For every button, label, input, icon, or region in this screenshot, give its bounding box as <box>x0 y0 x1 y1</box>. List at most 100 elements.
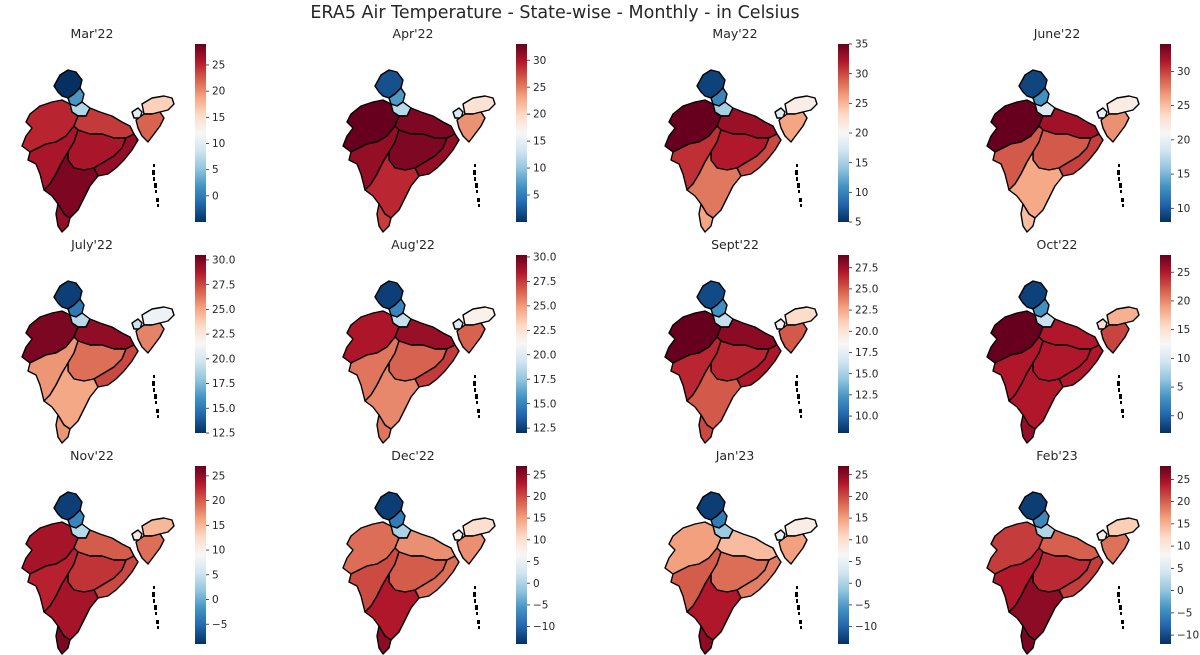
colorbar-tick-label: 30 <box>855 68 868 80</box>
colorbar-tick-label: 10 <box>1177 203 1190 215</box>
colorbar-tick-label: 15.0 <box>855 368 878 380</box>
state-region-tip <box>376 414 392 444</box>
state-region-east <box>414 555 460 599</box>
colorbar-tick-label: 20 <box>533 491 546 503</box>
island-mark <box>796 164 798 167</box>
island-mark <box>1118 586 1120 589</box>
island-mark <box>795 381 798 386</box>
state-region-tip <box>698 414 714 444</box>
island-mark <box>153 388 155 392</box>
state-region-east <box>414 344 460 388</box>
india-map <box>664 280 818 444</box>
state-region-northeast_lower <box>456 111 486 143</box>
state-region-sikkim <box>774 107 786 119</box>
state-region-sikkim <box>131 529 143 541</box>
colorbar-tick-label: 27.5 <box>533 276 556 288</box>
india-map <box>21 69 175 233</box>
colorbar-tick-label: 25 <box>1177 100 1190 112</box>
colorbar-tick-label: 5 <box>212 164 219 176</box>
colorbar-tick-label: 30 <box>533 55 546 67</box>
island-mark <box>1118 599 1120 603</box>
panel-title: Jan'23 <box>715 448 755 463</box>
colorbar-tick-label: 20 <box>1177 134 1190 146</box>
state-region-northeast_upper <box>141 517 175 537</box>
island-mark <box>800 415 802 418</box>
figure-title: ERA5 Air Temperature - State-wise - Mont… <box>310 3 800 23</box>
island-mark <box>796 388 798 392</box>
colorbar-tick-label: 10.0 <box>855 411 878 423</box>
colorbar-tick-label: 20 <box>212 86 225 98</box>
colorbar-tick-label: 10 <box>855 187 868 199</box>
island-mark <box>1121 198 1124 202</box>
island-mark <box>796 375 798 378</box>
india-map <box>986 491 1140 655</box>
state-region-tip <box>55 625 71 655</box>
island-mark <box>1118 177 1120 181</box>
island-mark <box>155 612 157 615</box>
colorbar-tick-label: 0 <box>1177 410 1184 422</box>
island-mark <box>156 198 159 202</box>
colorbar-tick-label: 25 <box>1177 267 1190 279</box>
state-region-tip <box>698 625 714 655</box>
state-region-sikkim <box>452 318 464 330</box>
island-mark <box>157 626 159 629</box>
state-region-east <box>1058 555 1104 599</box>
island-mark <box>1118 164 1120 167</box>
island-mark <box>1122 415 1124 418</box>
colorbar-tick-label: 15.0 <box>212 403 235 415</box>
island-mark <box>152 381 155 386</box>
island-mark <box>473 592 476 597</box>
colorbar-tick-label: 30 <box>1177 66 1190 78</box>
island-mark <box>154 183 157 188</box>
island-mark <box>157 204 159 207</box>
colorbar-tick-label: −5 <box>1177 607 1192 619</box>
colorbar-tick-label: 10 <box>1177 353 1190 365</box>
island-mark <box>477 198 480 202</box>
island-mark <box>474 586 476 589</box>
state-region-northeast_upper <box>141 95 175 115</box>
island-mark <box>798 401 800 404</box>
panel-title: Nov'22 <box>70 448 114 463</box>
island-mark <box>796 586 798 589</box>
island-mark <box>477 409 480 413</box>
colorbar <box>195 466 206 644</box>
state-region-east <box>93 133 139 177</box>
colorbar-tick-label: 20.0 <box>533 349 556 361</box>
state-region-northeast_lower <box>456 533 486 565</box>
island-mark <box>157 415 159 418</box>
island-mark <box>153 375 155 378</box>
colorbar <box>1160 466 1171 644</box>
colorbar-tick-label: −10 <box>533 621 555 633</box>
island-mark <box>795 592 798 597</box>
map-panel: Oct'22 0 5 10 15 20 25 <box>986 237 1190 444</box>
colorbar-tick-label: 35 <box>855 39 868 51</box>
island-mark <box>156 409 159 413</box>
island-mark <box>800 626 802 629</box>
island-mark <box>1120 612 1122 615</box>
island-mark <box>476 401 478 404</box>
island-mark <box>155 401 157 404</box>
island-mark <box>1122 626 1124 629</box>
state-region-northeast_lower <box>135 533 165 565</box>
india-map <box>342 491 496 655</box>
state-region-sikkim <box>774 529 786 541</box>
island-mark <box>797 394 800 399</box>
colorbar <box>838 255 849 433</box>
colorbar-tick-label: 25 <box>212 60 225 72</box>
colorbar-tick-label: 20 <box>855 128 868 140</box>
state-region-east <box>414 133 460 177</box>
colorbar-tick-label: 15 <box>533 513 546 525</box>
colorbar-tick-label: 10 <box>533 163 546 175</box>
colorbar-tick-label: 22.5 <box>855 305 878 317</box>
india-map <box>21 491 175 655</box>
colorbar-tick-label: 25.0 <box>533 300 556 312</box>
island-mark <box>474 599 476 603</box>
island-mark <box>475 394 478 399</box>
island-mark <box>473 381 476 386</box>
map-panel: Mar'22 0 5 10 15 20 25 <box>21 26 225 233</box>
state-region-tip <box>376 203 392 233</box>
island-mark <box>1119 605 1122 610</box>
colorbar-tick-label: 20 <box>212 495 225 507</box>
island-mark <box>152 170 155 175</box>
colorbar-tick-label: 27.5 <box>855 262 878 274</box>
